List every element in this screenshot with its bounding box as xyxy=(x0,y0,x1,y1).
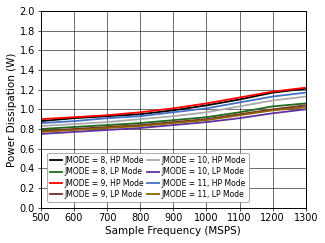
Legend: JMODE = 8, HP Mode, JMODE = 8, LP Mode, JMODE = 9, HP Mode, JMODE = 9, LP Mode, : JMODE = 8, HP Mode, JMODE = 8, LP Mode, … xyxy=(47,153,249,202)
X-axis label: Sample Frequency (MSPS): Sample Frequency (MSPS) xyxy=(105,226,241,236)
Y-axis label: Power Dissipation (W): Power Dissipation (W) xyxy=(7,52,17,166)
